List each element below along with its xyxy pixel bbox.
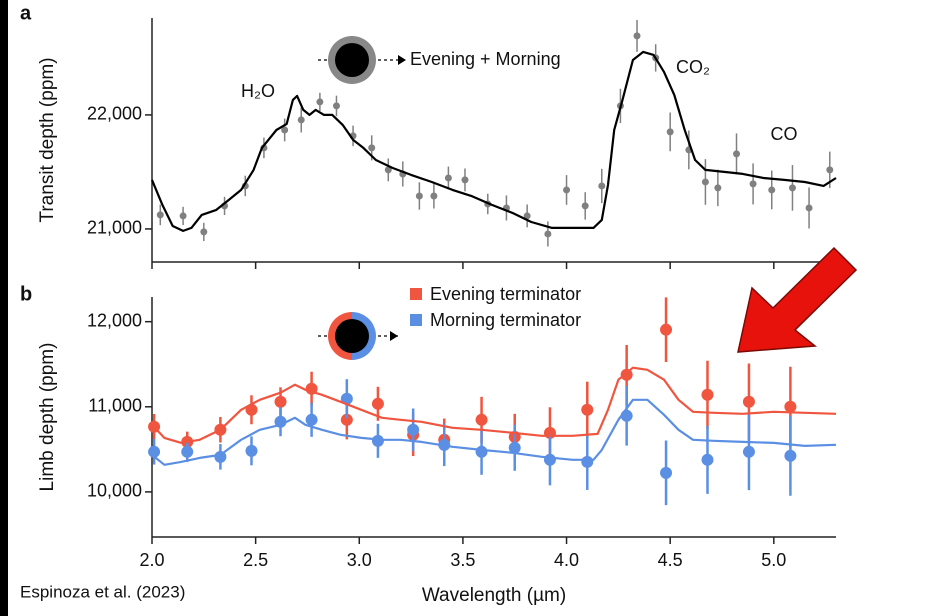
data-point xyxy=(701,388,714,401)
panel-letter: b xyxy=(20,283,32,305)
annotation: H₂O xyxy=(241,81,275,101)
legend-label: Morning terminator xyxy=(430,310,581,330)
data-point xyxy=(768,186,776,194)
y-axis-label: Transit depth (ppm) xyxy=(37,57,58,222)
data-point xyxy=(340,392,353,405)
data-point xyxy=(430,192,438,200)
y-tick-label: 21,000 xyxy=(87,218,142,238)
x-axis-label: Wavelength (µm) xyxy=(422,585,566,606)
data-point xyxy=(660,466,673,479)
y-tick-label: 12,000 xyxy=(87,310,142,330)
data-point xyxy=(371,434,384,447)
data-point xyxy=(598,182,606,190)
x-tick-label: 4.5 xyxy=(658,550,683,570)
data-point xyxy=(742,395,755,408)
icon-b xyxy=(318,312,398,360)
data-point xyxy=(633,32,641,40)
data-point xyxy=(332,102,340,110)
x-tick-label: 2.0 xyxy=(139,550,164,570)
data-point xyxy=(297,116,305,124)
data-point xyxy=(563,186,571,194)
data-point xyxy=(714,184,722,192)
model-line xyxy=(151,366,837,444)
data-point xyxy=(788,184,796,192)
data-point xyxy=(581,455,594,468)
data-point xyxy=(148,445,161,458)
data-point xyxy=(475,445,488,458)
data-point xyxy=(749,180,757,188)
legend-label: Evening terminator xyxy=(430,284,581,304)
data-point xyxy=(742,445,755,458)
icon-a xyxy=(318,36,406,84)
data-point xyxy=(544,230,552,238)
panel-letter: a xyxy=(20,2,32,24)
data-point xyxy=(523,212,531,220)
data-point xyxy=(805,204,813,212)
data-point xyxy=(316,98,324,106)
data-point xyxy=(826,166,834,174)
highlight-arrow xyxy=(737,246,858,353)
data-point xyxy=(475,413,488,426)
data-point xyxy=(444,174,452,182)
data-point xyxy=(701,453,714,466)
data-point xyxy=(660,323,673,336)
data-point xyxy=(245,444,258,457)
data-point xyxy=(371,397,384,410)
data-point xyxy=(274,395,287,408)
x-tick-label: 5.0 xyxy=(761,550,786,570)
data-point xyxy=(368,144,376,152)
data-point xyxy=(784,449,797,462)
data-point xyxy=(733,150,741,158)
annotation: CO xyxy=(771,124,798,144)
data-point xyxy=(340,413,353,426)
x-tick-label: 3.0 xyxy=(347,550,372,570)
data-point xyxy=(156,211,164,219)
data-point xyxy=(281,126,289,134)
y-axis-label: Limb depth (ppm) xyxy=(37,343,58,492)
model-line xyxy=(150,50,837,232)
data-point xyxy=(461,176,469,184)
x-tick-label: 2.5 xyxy=(243,550,268,570)
legend-label: Evening + Morning xyxy=(410,49,561,69)
y-tick-label: 10,000 xyxy=(87,481,142,501)
data-point xyxy=(200,228,208,236)
data-point xyxy=(581,403,594,416)
edge-strip xyxy=(0,0,8,616)
x-tick-label: 3.5 xyxy=(450,550,475,570)
x-tick-label: 4.0 xyxy=(554,550,579,570)
data-point xyxy=(701,178,709,186)
data-point xyxy=(508,441,521,454)
data-point xyxy=(181,445,194,458)
data-point xyxy=(305,413,318,426)
annotation: CO₂ xyxy=(676,57,710,77)
data-point xyxy=(666,128,674,136)
data-point xyxy=(179,212,187,220)
data-point xyxy=(543,453,556,466)
credit: Espinoza et al. (2023) xyxy=(20,582,185,601)
legend-swatch xyxy=(410,288,422,300)
y-tick-label: 22,000 xyxy=(87,104,142,124)
y-tick-label: 11,000 xyxy=(88,396,142,416)
data-point xyxy=(784,400,797,413)
legend-swatch xyxy=(410,314,422,326)
data-point xyxy=(581,202,589,210)
data-point xyxy=(384,166,392,174)
model-line xyxy=(151,398,837,466)
data-point xyxy=(407,423,420,436)
data-point xyxy=(415,192,423,200)
